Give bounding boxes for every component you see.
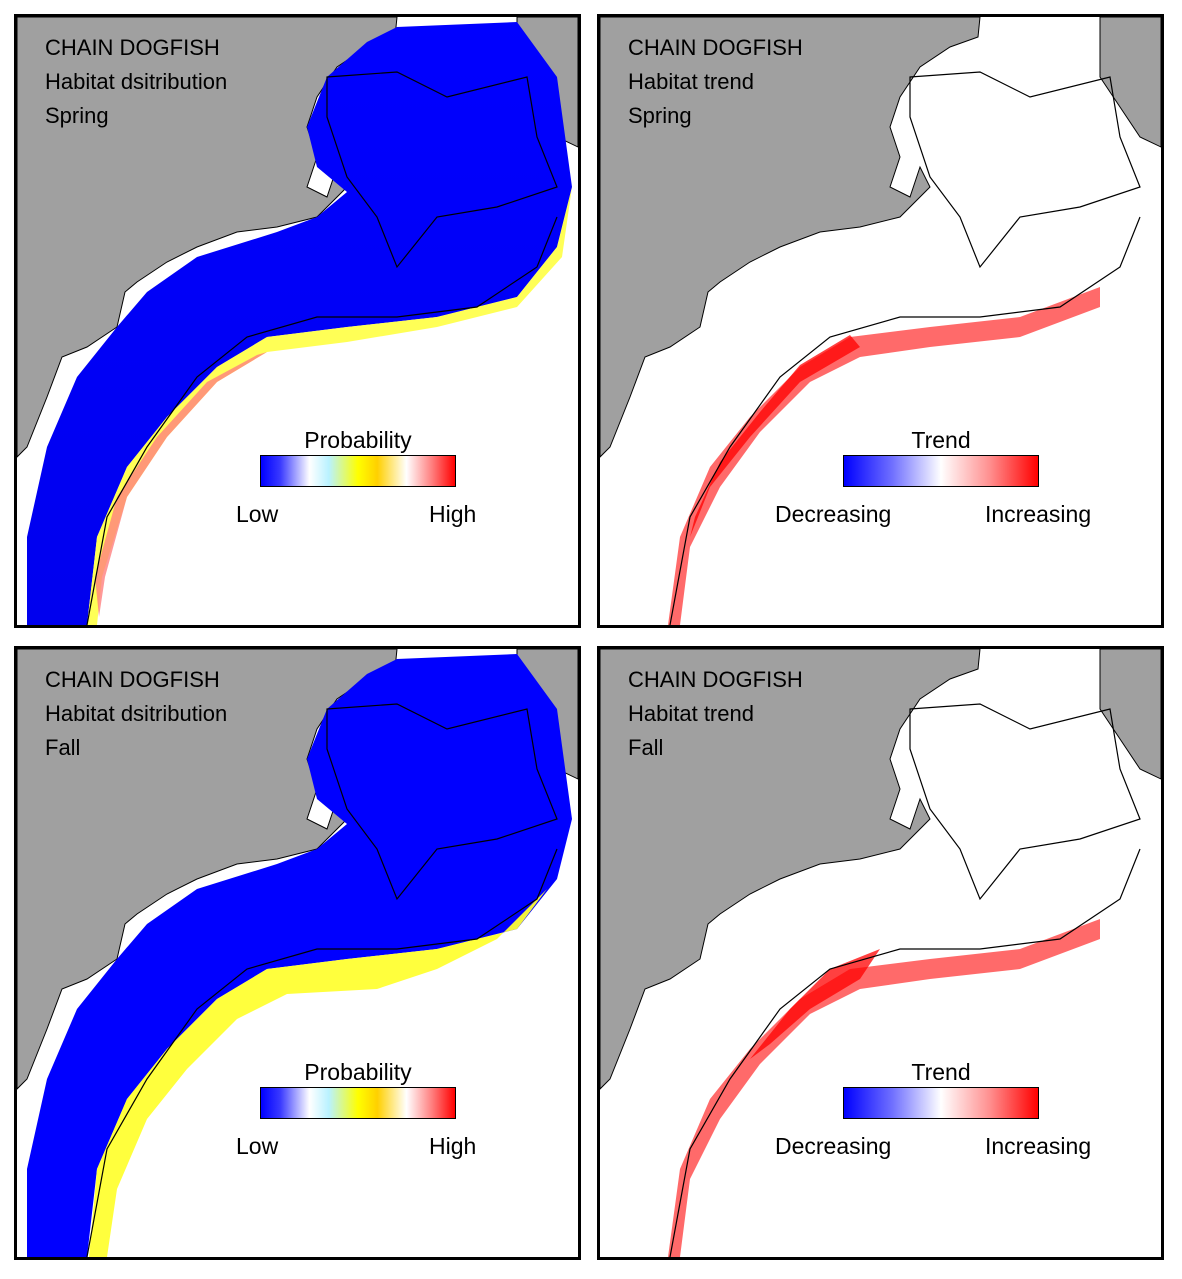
legend-gradient-bar <box>260 455 456 487</box>
season-label: Spring <box>628 103 692 128</box>
legend-high-label: Increasing <box>985 1133 1092 1159</box>
species-label: CHAIN DOGFISH <box>628 35 803 60</box>
shelf-edge-red <box>95 352 267 617</box>
trend-core <box>750 949 880 1059</box>
season-label: Fall <box>628 735 664 760</box>
map-panel-distribution-fall: CHAIN DOGFISH Habitat dsitribution Fall … <box>14 646 581 1260</box>
land-nova-scotia <box>1099 649 1161 780</box>
species-label: CHAIN DOGFISH <box>45 667 220 692</box>
legend-title: Probability <box>304 1059 412 1085</box>
depth-contour <box>326 71 558 269</box>
map-canvas <box>600 17 1161 625</box>
legend-gradient-bar <box>260 1087 456 1119</box>
shelf-edge-band <box>89 889 547 1257</box>
legend-high-label: Increasing <box>985 501 1092 527</box>
legend-title: Trend <box>911 427 971 453</box>
habitat-area <box>27 654 572 1257</box>
map-canvas <box>17 17 578 625</box>
species-label: CHAIN DOGFISH <box>45 35 220 60</box>
legend-low-label: Low <box>236 501 279 527</box>
map-canvas <box>17 649 578 1257</box>
map-canvas <box>600 649 1161 1257</box>
season-label: Fall <box>45 735 81 760</box>
legend-low-label: Low <box>236 1133 279 1159</box>
trend-increase-band <box>668 919 1100 1257</box>
shelf-contour <box>669 216 1141 625</box>
legend-title: Probability <box>304 427 412 453</box>
depth-contour <box>909 703 1141 901</box>
legend-high-label: High <box>429 1133 477 1159</box>
legend-title: Trend <box>911 1059 971 1085</box>
shelf-contour <box>669 848 1141 1257</box>
legend-high-label: High <box>429 501 477 527</box>
trend-increase-band <box>668 287 1100 625</box>
map-kind-label: Habitat trend <box>628 69 754 94</box>
depth-contour <box>909 71 1141 269</box>
legend-low-label: Decreasing <box>775 1133 892 1159</box>
legend-gradient-bar <box>843 1087 1039 1119</box>
map-panel-distribution-spring: CHAIN DOGFISH Habitat dsitribution Sprin… <box>14 14 581 628</box>
map-kind-label: Habitat dsitribution <box>45 701 228 726</box>
shelf-edge-band <box>87 187 572 625</box>
legend-gradient-bar <box>843 455 1039 487</box>
shelf-contour <box>86 216 558 625</box>
season-label: Spring <box>45 103 109 128</box>
map-panel-trend-spring: CHAIN DOGFISH Habitat trend Spring Trend… <box>597 14 1164 628</box>
habitat-area <box>27 22 572 625</box>
depth-contour <box>326 703 558 901</box>
map-kind-label: Habitat dsitribution <box>45 69 228 94</box>
map-kind-label: Habitat trend <box>628 701 754 726</box>
land-mass <box>600 649 981 1090</box>
land-mass <box>600 17 981 458</box>
map-panel-trend-fall: CHAIN DOGFISH Habitat trend Fall Trend D… <box>597 646 1164 1260</box>
trend-core <box>690 335 860 537</box>
legend-low-label: Decreasing <box>775 501 892 527</box>
species-label: CHAIN DOGFISH <box>628 667 803 692</box>
shelf-contour <box>86 848 558 1257</box>
land-nova-scotia <box>1099 17 1161 148</box>
